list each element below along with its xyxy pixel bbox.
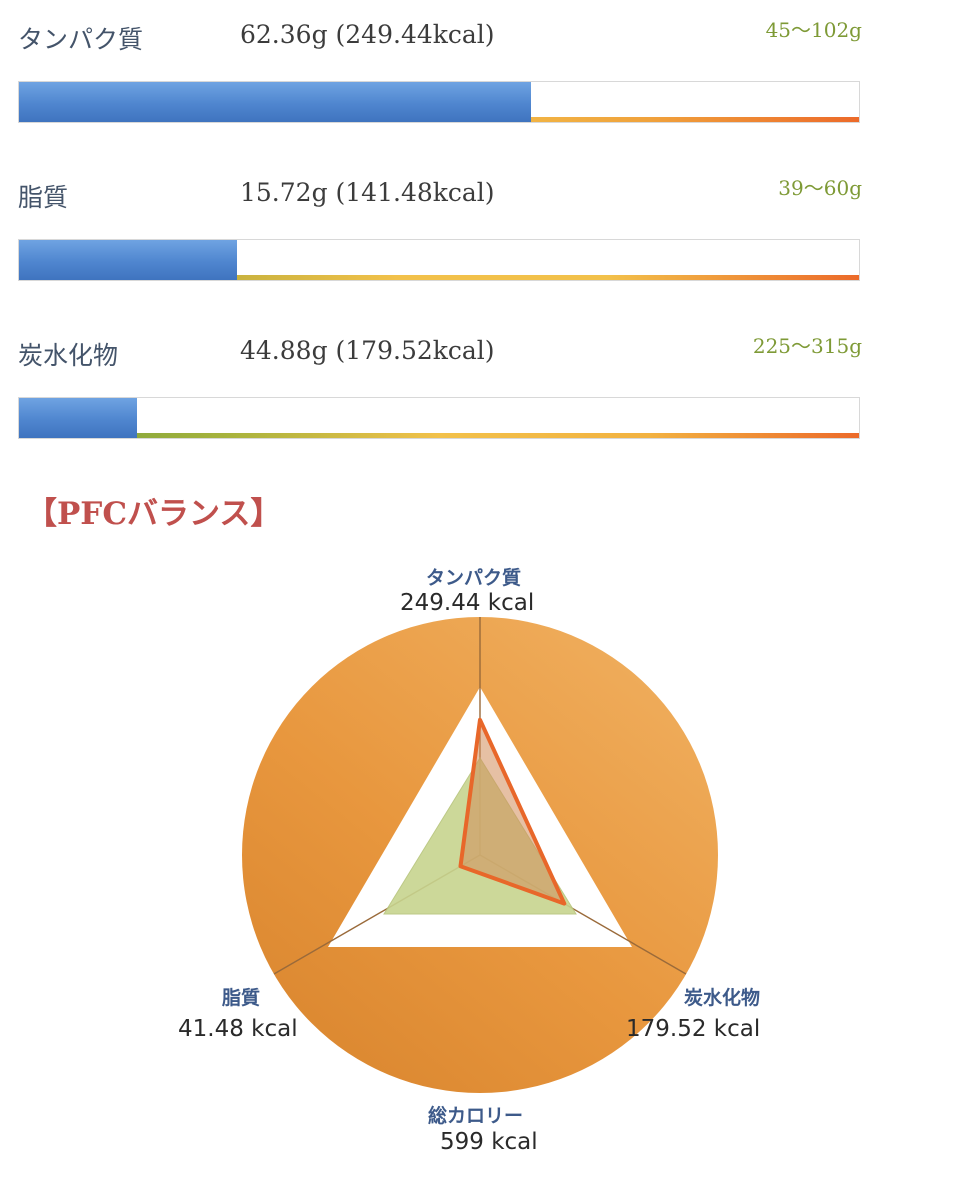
nutrient-bar (18, 239, 860, 281)
nutrient-bar (18, 81, 860, 123)
nutrient-range: 225〜315g (752, 334, 862, 358)
nutrient-amount: 15.72g (141.48kcal) (240, 178, 495, 207)
nutrient-row-protein: タンパク質 62.36g (249.44kcal) 45〜102g (18, 18, 862, 126)
nutrient-amount: 44.88g (179.52kcal) (240, 336, 495, 365)
radar-label-protein: タンパク質 (426, 567, 522, 589)
nutrient-row-fat: 脂質 15.72g (141.48kcal) 39〜60g (18, 176, 862, 284)
radar-label-carbs: 炭水化物 (684, 987, 761, 1009)
nutrient-row-carbs: 炭水化物 44.88g (179.52kcal) 225〜315g (18, 334, 862, 442)
radar-value-fat: 41.48 kcal (178, 1016, 298, 1042)
radar-value-protein: 249.44 kcal (400, 590, 535, 616)
radar-value-carbs: 179.52 kcal (626, 1016, 761, 1042)
nutrient-bar-fill (19, 82, 532, 122)
nutrient-range: 45〜102g (765, 18, 862, 42)
axis-line-fat (273, 854, 481, 975)
nutrient-amount: 62.36g (249.44kcal) (240, 20, 495, 49)
reference-range-line (19, 433, 859, 438)
radar-label-fat: 脂質 (222, 987, 261, 1009)
nutrient-name: 炭水化物 (18, 341, 119, 370)
reference-range-line (19, 275, 859, 280)
reference-range-triangle (383, 757, 577, 915)
nutrient-range: 39〜60g (778, 176, 862, 200)
section-title: 【PFCバランス】 (26, 496, 282, 532)
actual-intake-polygon (458, 717, 567, 906)
nutrient-name: タンパク質 (18, 25, 144, 54)
nutrient-bar-fill (19, 398, 137, 438)
nutrient-bar (18, 397, 860, 439)
axis-line-carbs (479, 854, 687, 975)
radar-value-total: 599 kcal (440, 1129, 538, 1155)
chart-area-triangle (328, 687, 632, 947)
nutrient-bar-fill (19, 240, 238, 280)
nutrient-name: 脂質 (18, 183, 69, 212)
radar-label-total: 総カロリー (428, 1105, 524, 1127)
